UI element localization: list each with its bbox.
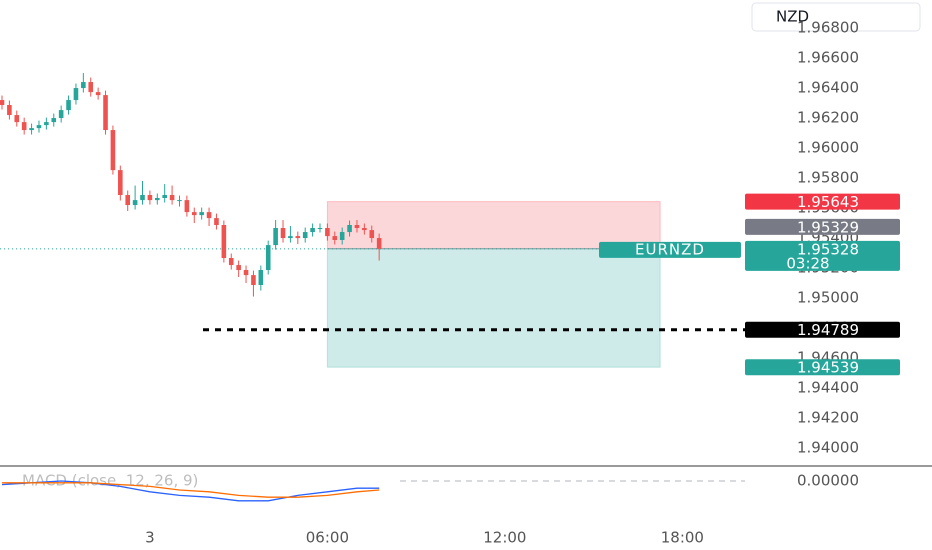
candle-body: [347, 225, 352, 233]
candle-body: [29, 128, 34, 131]
x-tick-label: 3: [145, 529, 155, 547]
price-badge: [745, 321, 900, 338]
y-tick-label: 1.95800: [797, 169, 859, 187]
candle-body: [132, 200, 138, 206]
candle-body: [221, 225, 227, 258]
countdown: 03:28: [786, 254, 829, 272]
macd-line: [2, 482, 380, 498]
symbol-label: EURNZD: [635, 240, 705, 258]
candle-body: [288, 236, 293, 239]
price-badge-label: 1.95643: [797, 193, 859, 211]
candle-body: [243, 270, 249, 276]
candle-body: [73, 88, 79, 101]
candle-body: [310, 228, 315, 233]
last-price-badge: [745, 240, 900, 271]
candle-body: [251, 275, 256, 285]
candle-body: [147, 195, 153, 201]
candle-body: [332, 236, 338, 240]
candle-body: [0, 100, 5, 105]
candle-body: [199, 212, 204, 216]
candle-body: [110, 130, 116, 171]
candle-body: [317, 228, 323, 229]
price-badge: [745, 359, 900, 376]
currency-box[interactable]: [751, 2, 921, 32]
candle-body: [369, 230, 375, 239]
y-tick-label: 1.96800: [797, 19, 859, 37]
y-tick-label: 1.96400: [797, 79, 859, 97]
y-tick-label: 0.00000: [797, 472, 859, 490]
candle-body: [184, 200, 190, 213]
price-badge: [745, 218, 900, 235]
x-tick-label: 06:00: [306, 529, 349, 547]
target-zone: [326, 248, 661, 368]
candle-body: [7, 105, 12, 116]
candle-body: [14, 115, 20, 123]
y-tick-label: 1.96200: [797, 109, 859, 127]
candle-body: [302, 232, 308, 239]
currency: NZD: [776, 8, 809, 26]
candle-body: [51, 118, 57, 123]
stop-zone: [326, 201, 661, 250]
candle-body: [44, 122, 49, 126]
candle-body: [258, 270, 264, 285]
candle-body: [236, 265, 241, 270]
macd-line: [1, 480, 380, 502]
y-tick-label: 1.94400: [797, 379, 859, 397]
candle-body: [339, 232, 345, 240]
y-tick-label: 1.94200: [797, 409, 859, 427]
candle-body: [125, 195, 131, 206]
y-tick-label: 1.95000: [797, 289, 859, 307]
candle-body: [95, 92, 101, 96]
candle-body: [103, 95, 108, 131]
y-tick-label: 1.94000: [797, 439, 859, 457]
last-price-label: 1.95328: [797, 240, 859, 258]
candle-body: [280, 228, 286, 239]
candle-body: [140, 195, 145, 201]
candle-body: [177, 200, 182, 202]
candle-body: [206, 212, 212, 219]
indicator-title: MACD (close, 12, 26, 9): [22, 472, 198, 490]
symbol-badge: [599, 241, 741, 258]
candle-body: [58, 110, 64, 119]
candle-body: [191, 212, 197, 216]
candle-body: [21, 122, 27, 131]
candle-body: [228, 258, 234, 266]
candle-body: [88, 82, 94, 93]
candle-body: [273, 228, 278, 246]
candle-body: [169, 195, 175, 201]
candle-body: [362, 228, 367, 231]
candle-body: [376, 238, 382, 249]
x-tick-label: 12:00: [483, 529, 526, 547]
candle-body: [325, 228, 330, 237]
price-badge-label: 1.94789: [797, 321, 859, 339]
candle-body: [295, 236, 301, 239]
y-tick-label: 1.96600: [797, 49, 859, 67]
candle-body: [354, 225, 360, 228]
candle-body: [265, 245, 271, 270]
price-badge: [745, 193, 900, 210]
price-badge-label: 1.95329: [797, 218, 859, 236]
candle-body: [81, 82, 86, 89]
candle-body: [66, 100, 71, 111]
candle-body: [36, 125, 42, 129]
candle-body: [162, 195, 167, 198]
candle-body: [154, 198, 160, 201]
candle-body: [118, 170, 123, 195]
candle-body: [214, 218, 219, 225]
price-badge-label: 1.94539: [797, 359, 859, 377]
x-tick-label: 18:00: [661, 529, 704, 547]
y-tick-label: 1.96000: [797, 139, 859, 157]
